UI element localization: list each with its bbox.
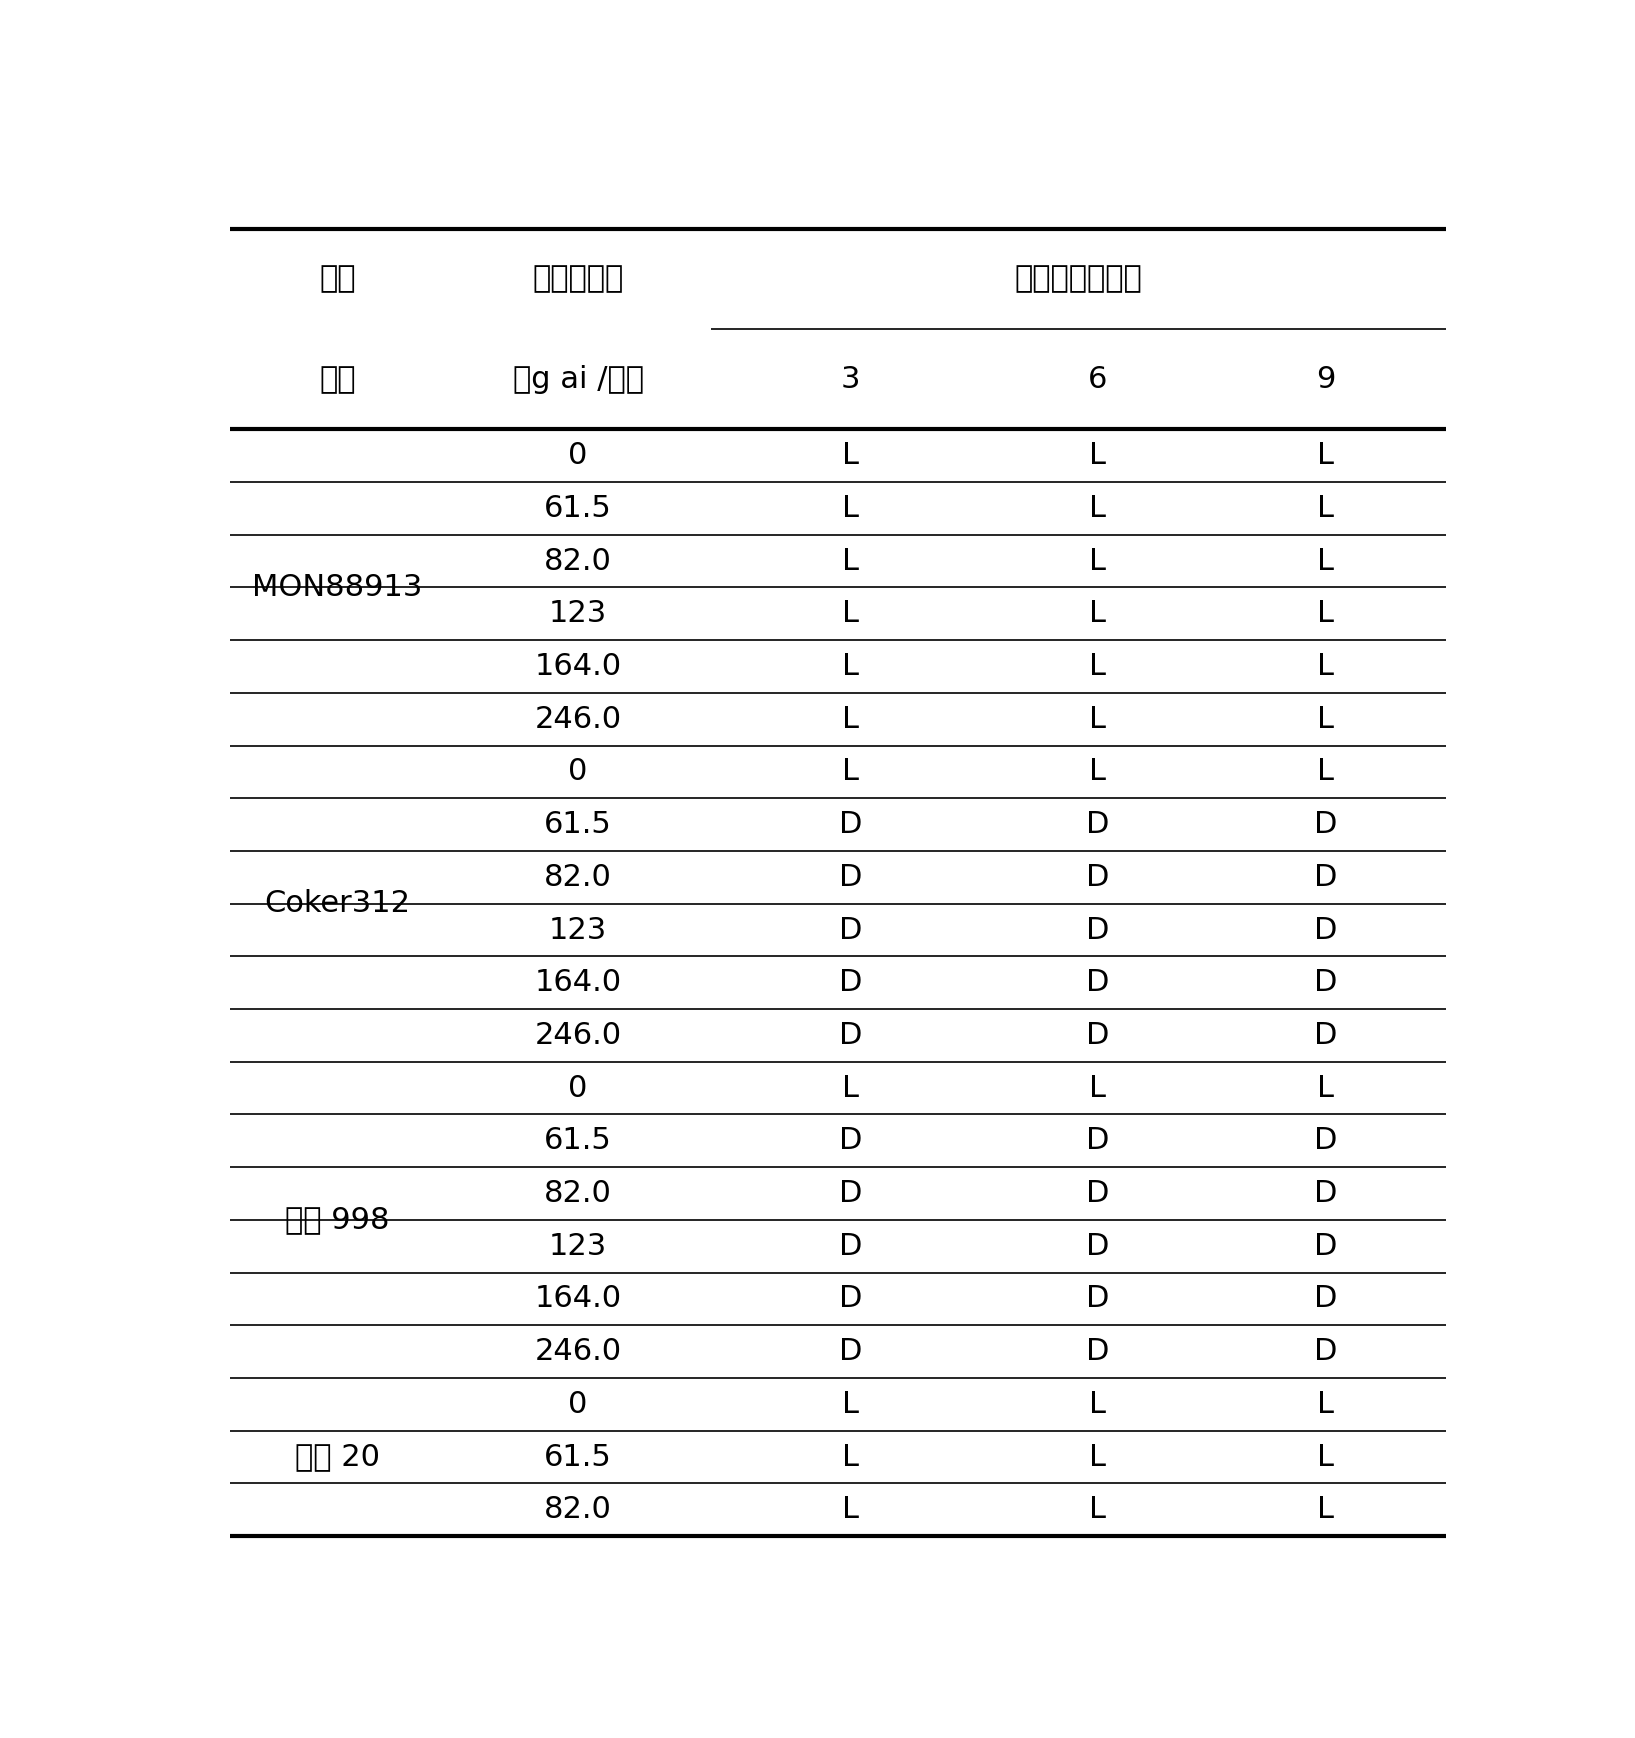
Text: L: L xyxy=(1318,547,1334,575)
Text: 61.5: 61.5 xyxy=(544,494,611,523)
Text: L: L xyxy=(1318,1443,1334,1472)
Text: L: L xyxy=(1089,547,1107,575)
Text: L: L xyxy=(1089,600,1107,629)
Text: L: L xyxy=(1089,652,1107,681)
Text: D: D xyxy=(839,1337,862,1366)
Text: D: D xyxy=(1315,1284,1337,1314)
Text: D: D xyxy=(839,968,862,998)
Text: D: D xyxy=(1086,1337,1110,1366)
Text: D: D xyxy=(1315,1178,1337,1208)
Text: 164.0: 164.0 xyxy=(535,1284,621,1314)
Text: D: D xyxy=(1086,916,1110,944)
Text: 6: 6 xyxy=(1087,365,1107,395)
Text: D: D xyxy=(1086,968,1110,998)
Text: 123: 123 xyxy=(549,916,607,944)
Text: 246.0: 246.0 xyxy=(535,1020,621,1050)
Text: （g ai /亩）: （g ai /亩） xyxy=(513,365,644,395)
Text: 123: 123 xyxy=(549,600,607,629)
Text: L: L xyxy=(1089,1443,1107,1472)
Text: 9: 9 xyxy=(1316,365,1336,395)
Text: D: D xyxy=(1315,1232,1337,1260)
Text: 82.0: 82.0 xyxy=(544,1178,611,1208)
Text: L: L xyxy=(842,600,858,629)
Text: D: D xyxy=(1315,1126,1337,1156)
Text: D: D xyxy=(1086,1178,1110,1208)
Text: L: L xyxy=(842,1495,858,1524)
Text: D: D xyxy=(1315,862,1337,892)
Text: L: L xyxy=(1089,758,1107,786)
Text: L: L xyxy=(1318,600,1334,629)
Text: 82.0: 82.0 xyxy=(544,862,611,892)
Text: L: L xyxy=(842,494,858,523)
Text: D: D xyxy=(839,810,862,839)
Text: 冀棉 998: 冀棉 998 xyxy=(284,1206,389,1234)
Text: D: D xyxy=(1315,1337,1337,1366)
Text: D: D xyxy=(1315,1020,1337,1050)
Text: D: D xyxy=(839,1284,862,1314)
Text: L: L xyxy=(1318,1495,1334,1524)
Text: L: L xyxy=(1089,704,1107,733)
Text: D: D xyxy=(1086,1020,1110,1050)
Text: D: D xyxy=(839,862,862,892)
Text: 61.5: 61.5 xyxy=(544,1126,611,1156)
Text: D: D xyxy=(1086,1126,1110,1156)
Text: L: L xyxy=(1318,758,1334,786)
Text: L: L xyxy=(1089,1495,1107,1524)
Text: L: L xyxy=(1318,652,1334,681)
Text: Coker312: Coker312 xyxy=(265,890,410,918)
Text: D: D xyxy=(1315,810,1337,839)
Text: 246.0: 246.0 xyxy=(535,1337,621,1366)
Text: D: D xyxy=(839,1126,862,1156)
Text: 0: 0 xyxy=(569,1074,589,1102)
Text: 3: 3 xyxy=(840,365,860,395)
Text: D: D xyxy=(839,1232,862,1260)
Text: 材料: 材料 xyxy=(319,365,356,395)
Text: 82.0: 82.0 xyxy=(544,1495,611,1524)
Text: L: L xyxy=(842,547,858,575)
Text: 82.0: 82.0 xyxy=(544,547,611,575)
Text: 61.5: 61.5 xyxy=(544,810,611,839)
Text: 草甘膜浓度: 草甘膜浓度 xyxy=(533,264,625,294)
Text: 164.0: 164.0 xyxy=(535,652,621,681)
Text: 0: 0 xyxy=(569,758,589,786)
Text: D: D xyxy=(1086,810,1110,839)
Text: L: L xyxy=(1089,494,1107,523)
Text: L: L xyxy=(1089,1074,1107,1102)
Text: L: L xyxy=(1318,1390,1334,1418)
Text: D: D xyxy=(1086,862,1110,892)
Text: 123: 123 xyxy=(549,1232,607,1260)
Text: L: L xyxy=(1089,441,1107,471)
Text: 164.0: 164.0 xyxy=(535,968,621,998)
Text: L: L xyxy=(842,758,858,786)
Text: L: L xyxy=(1318,494,1334,523)
Text: L: L xyxy=(1318,1074,1334,1102)
Text: 0: 0 xyxy=(569,441,589,471)
Text: L: L xyxy=(1318,441,1334,471)
Text: L: L xyxy=(1089,1390,1107,1418)
Text: L: L xyxy=(842,704,858,733)
Text: 施药时棉花叶龄: 施药时棉花叶龄 xyxy=(1015,264,1143,294)
Text: L: L xyxy=(842,1443,858,1472)
Text: L: L xyxy=(1318,704,1334,733)
Text: D: D xyxy=(1315,968,1337,998)
Text: D: D xyxy=(1315,916,1337,944)
Text: MON88913: MON88913 xyxy=(252,574,422,601)
Text: 0: 0 xyxy=(569,1390,589,1418)
Text: 冀棉 20: 冀棉 20 xyxy=(294,1443,379,1472)
Text: 棉花: 棉花 xyxy=(319,264,356,294)
Text: L: L xyxy=(842,1074,858,1102)
Text: D: D xyxy=(1086,1284,1110,1314)
Text: 61.5: 61.5 xyxy=(544,1443,611,1472)
Text: L: L xyxy=(842,652,858,681)
Text: L: L xyxy=(842,441,858,471)
Text: D: D xyxy=(1086,1232,1110,1260)
Text: 246.0: 246.0 xyxy=(535,704,621,733)
Text: D: D xyxy=(839,1020,862,1050)
Text: L: L xyxy=(842,1390,858,1418)
Text: D: D xyxy=(839,1178,862,1208)
Text: D: D xyxy=(839,916,862,944)
